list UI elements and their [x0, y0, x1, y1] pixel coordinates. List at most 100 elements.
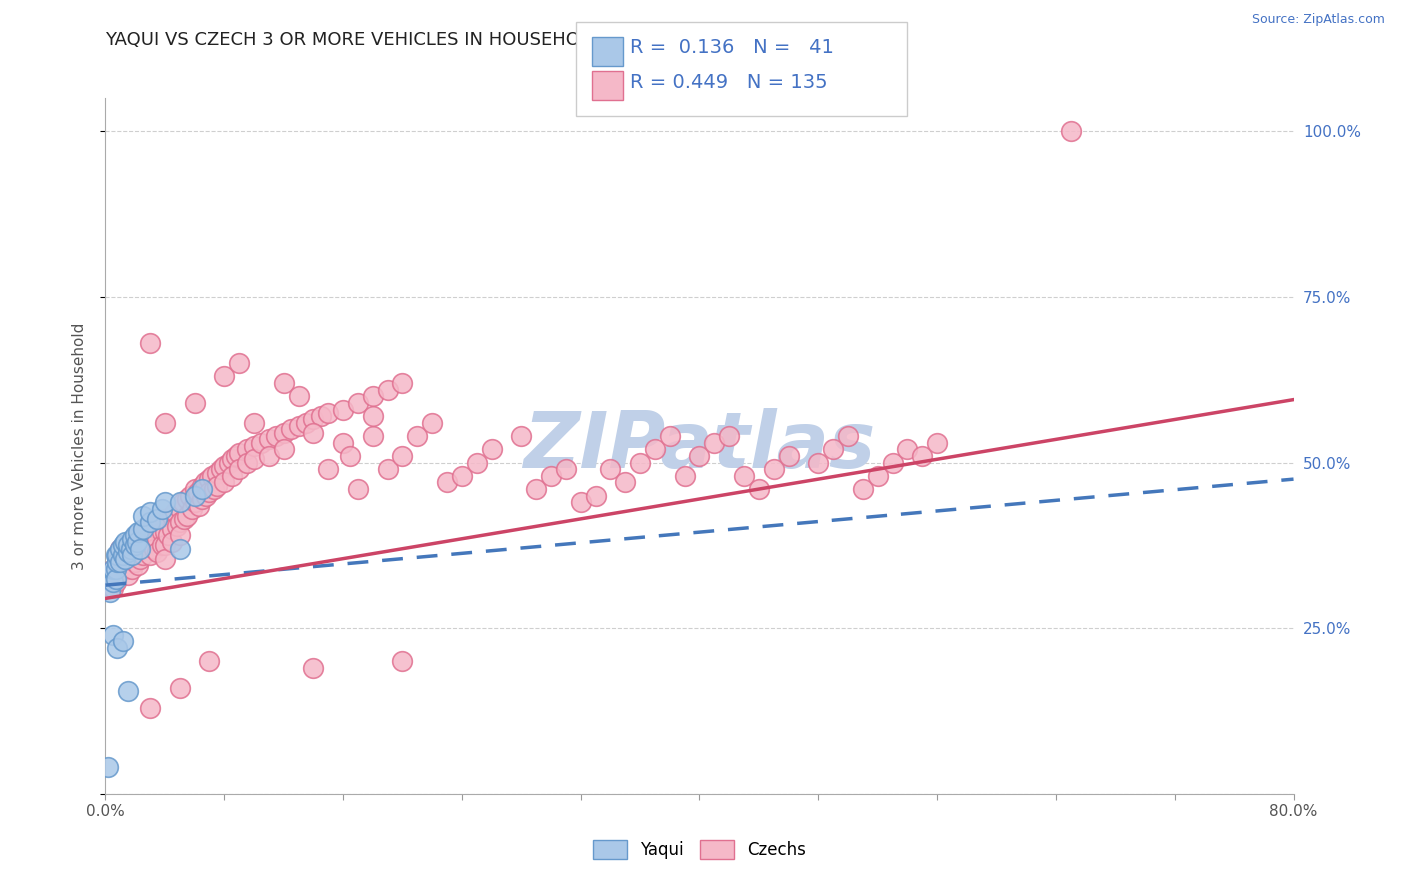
- Point: [218, 456, 240, 470]
- Point: [628, 456, 651, 470]
- Point: [139, 535, 162, 549]
- Point: [117, 538, 139, 552]
- Point: [125, 535, 148, 549]
- Point: [139, 336, 162, 351]
- Point: [658, 429, 681, 443]
- Point: [110, 561, 132, 575]
- Point: [143, 528, 166, 542]
- Point: [465, 456, 488, 470]
- Point: [214, 475, 236, 490]
- Point: [762, 462, 785, 476]
- Point: [146, 512, 169, 526]
- Point: [347, 396, 370, 410]
- Point: [121, 538, 143, 552]
- Point: [124, 549, 146, 563]
- Point: [209, 462, 232, 476]
- Point: [127, 538, 149, 552]
- Point: [221, 468, 243, 483]
- Point: [243, 452, 266, 467]
- Point: [153, 512, 176, 526]
- Point: [104, 572, 127, 586]
- Point: [316, 406, 339, 420]
- Point: [250, 435, 273, 450]
- Point: [202, 482, 225, 496]
- Point: [302, 425, 325, 440]
- Point: [235, 456, 257, 470]
- Point: [169, 541, 191, 556]
- Point: [273, 425, 295, 440]
- Point: [391, 449, 413, 463]
- Point: [127, 558, 149, 573]
- Text: Source: ZipAtlas.com: Source: ZipAtlas.com: [1251, 13, 1385, 27]
- Point: [98, 568, 121, 582]
- Point: [302, 412, 325, 426]
- Point: [273, 442, 295, 457]
- Point: [104, 549, 127, 563]
- Text: YAQUI VS CZECH 3 OR MORE VEHICLES IN HOUSEHOLD CORRELATION CHART: YAQUI VS CZECH 3 OR MORE VEHICLES IN HOU…: [105, 31, 804, 49]
- Point: [481, 442, 503, 457]
- Point: [264, 429, 287, 443]
- Point: [139, 525, 162, 540]
- Point: [295, 416, 318, 430]
- Point: [391, 376, 413, 390]
- Point: [225, 449, 247, 463]
- Point: [101, 561, 124, 575]
- Point: [128, 551, 150, 566]
- Point: [450, 468, 472, 483]
- Point: [176, 491, 198, 506]
- Point: [191, 491, 214, 506]
- Point: [585, 489, 607, 503]
- Point: [110, 541, 132, 556]
- Point: [101, 628, 124, 642]
- Point: [927, 435, 949, 450]
- Point: [131, 525, 153, 540]
- Point: [121, 549, 143, 563]
- Point: [131, 549, 153, 563]
- Point: [146, 545, 169, 559]
- Point: [146, 532, 169, 546]
- Point: [135, 538, 157, 552]
- Point: [339, 449, 361, 463]
- Point: [124, 555, 146, 569]
- Point: [420, 416, 443, 430]
- Point: [169, 681, 191, 695]
- Point: [153, 538, 176, 552]
- Point: [214, 458, 236, 473]
- Point: [332, 435, 354, 450]
- Point: [280, 422, 302, 436]
- Point: [128, 541, 150, 556]
- Point: [162, 535, 184, 549]
- Point: [114, 551, 136, 566]
- Point: [347, 482, 370, 496]
- Point: [131, 522, 153, 536]
- Point: [135, 528, 157, 542]
- Point: [673, 468, 696, 483]
- Point: [235, 442, 257, 457]
- Point: [165, 505, 187, 519]
- Point: [105, 549, 128, 563]
- Point: [105, 555, 128, 569]
- Point: [703, 435, 725, 450]
- Point: [124, 535, 146, 549]
- Point: [257, 433, 280, 447]
- Point: [98, 584, 121, 599]
- Point: [332, 402, 354, 417]
- Point: [377, 383, 399, 397]
- Point: [179, 489, 201, 503]
- Point: [361, 389, 384, 403]
- Point: [748, 482, 770, 496]
- Point: [221, 452, 243, 467]
- Point: [1060, 124, 1083, 138]
- Point: [205, 479, 228, 493]
- Point: [156, 528, 179, 542]
- Point: [139, 505, 162, 519]
- Point: [228, 445, 250, 459]
- Point: [510, 429, 533, 443]
- Point: [153, 495, 176, 509]
- Y-axis label: 3 or more Vehicles in Household: 3 or more Vehicles in Household: [72, 322, 87, 570]
- Point: [169, 495, 191, 509]
- Point: [117, 541, 139, 556]
- Point: [98, 568, 121, 582]
- Point: [172, 495, 194, 509]
- Text: R =  0.136   N =   41: R = 0.136 N = 41: [630, 38, 834, 57]
